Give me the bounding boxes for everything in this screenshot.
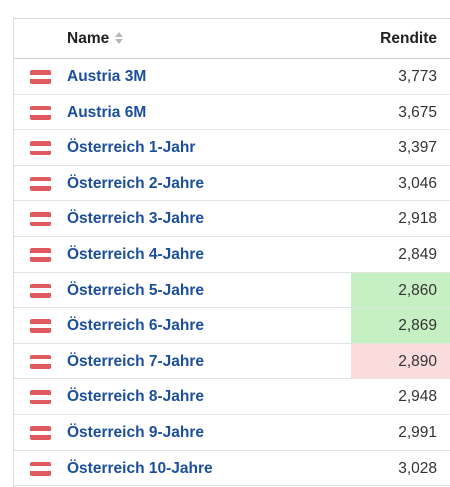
austria-flag-icon: [30, 283, 51, 298]
bond-name-link[interactable]: Österreich 2-Jahre: [67, 174, 204, 192]
table-row: Österreich 2-Jahre 3,046: [14, 166, 450, 202]
yield-value: 3,773: [398, 68, 437, 85]
table-header: Name Rendite: [14, 19, 450, 59]
table-row: Österreich 9-Jahre 2,991: [14, 415, 450, 451]
table-row: Austria 6M 3,675: [14, 95, 450, 131]
bond-name-link[interactable]: Österreich 10-Jahre: [67, 459, 213, 477]
column-header-name[interactable]: Name: [67, 30, 124, 48]
austria-flag-icon: [30, 141, 51, 156]
yield-value: 2,860: [351, 272, 450, 308]
yield-value: 3,046: [398, 174, 437, 192]
yield-value: 2,918: [398, 210, 437, 228]
bond-yield-table: Name Rendite Austria 3M 3,773 Austria 6M 3,…: [13, 18, 450, 487]
table-row: Austria 3M 3,773: [14, 59, 450, 95]
table-body: Austria 3M 3,773 Austria 6M 3,675 Österreich…: [14, 59, 450, 487]
bond-name-link[interactable]: Österreich 9-Jahre: [67, 423, 204, 441]
yield-value: 3,028: [398, 459, 437, 477]
bond-name-link[interactable]: Austria 6M: [67, 103, 147, 121]
bond-name-link[interactable]: Austria 3M: [67, 68, 147, 85]
yield-value: 3,397: [398, 139, 437, 157]
austria-flag-icon: [30, 105, 51, 120]
table-row: Österreich 3-Jahre 2,918: [14, 201, 450, 237]
table-row: Österreich 6-Jahre 2,869: [14, 308, 450, 344]
bond-name-link[interactable]: Österreich 3-Jahre: [67, 210, 204, 228]
bond-name-link[interactable]: Österreich 4-Jahre: [67, 245, 204, 263]
column-header-name-label: Name: [67, 30, 110, 47]
yield-value: 2,991: [398, 423, 437, 441]
column-header-yield[interactable]: Rendite: [380, 30, 437, 47]
yield-value: 3,675: [398, 103, 437, 121]
table-row: Österreich 8-Jahre 2,948: [14, 379, 450, 415]
austria-flag-icon: [30, 461, 51, 476]
austria-flag-icon: [30, 70, 51, 84]
table-row: Österreich 1-Jahr 3,397: [14, 130, 450, 166]
bond-name-link[interactable]: Österreich 5-Jahre: [67, 281, 204, 299]
yield-value: 2,849: [398, 245, 437, 263]
table-row: Österreich 5-Jahre 2,860: [14, 272, 450, 309]
table-row: Österreich 4-Jahre 2,849: [14, 237, 450, 273]
austria-flag-icon: [30, 247, 51, 262]
yield-value: 2,869: [351, 308, 450, 343]
bond-name-link[interactable]: Österreich 8-Jahre: [67, 388, 204, 406]
austria-flag-icon: [30, 319, 51, 334]
austria-flag-icon: [30, 176, 51, 191]
austria-flag-icon: [30, 212, 51, 227]
bond-name-link[interactable]: Österreich 7-Jahre: [67, 352, 204, 370]
bond-name-link[interactable]: Österreich 6-Jahre: [67, 317, 204, 335]
sort-updown-icon[interactable]: [115, 31, 124, 44]
table-row: Österreich 7-Jahre 2,890: [14, 343, 450, 380]
austria-flag-icon: [30, 354, 51, 369]
yield-value: 2,948: [398, 388, 437, 406]
austria-flag-icon: [30, 425, 51, 440]
table-row: Österreich 10-Jahre 3,028: [14, 451, 450, 487]
austria-flag-icon: [30, 390, 51, 405]
yield-value: 2,890: [351, 343, 450, 379]
bond-name-link[interactable]: Österreich 1-Jahr: [67, 139, 196, 157]
